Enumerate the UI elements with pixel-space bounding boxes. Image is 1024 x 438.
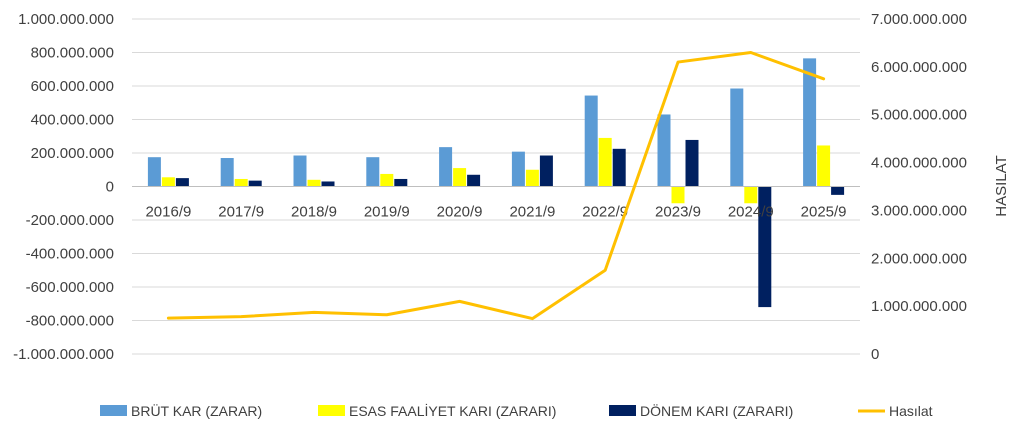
legend-label: ESAS FAALİYET KARI (ZARARI) bbox=[349, 402, 556, 419]
bar bbox=[394, 178, 408, 187]
bar bbox=[758, 186, 772, 308]
bar bbox=[685, 139, 699, 187]
left-tick-label: 200.000.000 bbox=[31, 145, 114, 162]
left-tick-label: 800.000.000 bbox=[31, 45, 114, 62]
bar bbox=[511, 151, 525, 187]
legend-label: DÖNEM KARI (ZARARI) bbox=[640, 402, 793, 419]
line-hasilat bbox=[166, 51, 826, 321]
category-label: 2021/9 bbox=[509, 204, 555, 221]
bar bbox=[220, 158, 234, 187]
category-label: 2017/9 bbox=[218, 204, 264, 221]
right-tick-label: 1.000.000.000 bbox=[871, 298, 967, 315]
left-tick-label: 600.000.000 bbox=[31, 78, 114, 95]
bar bbox=[293, 155, 307, 187]
category-label: 2020/9 bbox=[437, 204, 483, 221]
bar bbox=[321, 181, 335, 187]
bar bbox=[234, 178, 248, 187]
right-axis-ticks: 7.000.000.000 6.000.000.000 5.000.000.000 4… bbox=[871, 11, 967, 363]
left-tick-label: -200.000.000 bbox=[26, 212, 114, 229]
bar bbox=[453, 168, 467, 187]
bar bbox=[366, 157, 380, 187]
right-tick-label: 2.000.000.000 bbox=[871, 250, 967, 267]
bar bbox=[525, 169, 539, 187]
right-tick-label: 5.000.000.000 bbox=[871, 107, 967, 124]
legend-swatch bbox=[100, 405, 127, 416]
category-label: 2023/9 bbox=[655, 204, 701, 221]
legend-label: Hasılat bbox=[889, 403, 933, 419]
bar bbox=[439, 147, 453, 187]
left-tick-label: -1.000.000.000 bbox=[13, 346, 114, 363]
left-tick-label: 1.000.000.000 bbox=[18, 11, 114, 28]
bar bbox=[380, 173, 394, 187]
bar bbox=[831, 186, 845, 195]
bar bbox=[730, 88, 744, 187]
line-series bbox=[166, 51, 826, 321]
left-tick-label: 400.000.000 bbox=[31, 112, 114, 129]
bar bbox=[657, 114, 671, 187]
bars bbox=[147, 58, 845, 308]
right-tick-label: 7.000.000.000 bbox=[871, 11, 967, 28]
bar bbox=[584, 95, 598, 187]
bar bbox=[307, 179, 321, 187]
category-label: 2024/9 bbox=[728, 204, 774, 221]
bar bbox=[817, 145, 831, 187]
bar bbox=[175, 178, 189, 187]
left-axis-ticks: 1.000.000.000 800.000.000 600.000.000 400.0… bbox=[13, 11, 114, 363]
category-labels: 2016/9 2017/9 2018/9 2019/9 2020/9 2021/9 2022… bbox=[145, 204, 846, 221]
bar bbox=[539, 155, 553, 187]
left-tick-label: -600.000.000 bbox=[26, 279, 114, 296]
bar bbox=[467, 174, 481, 187]
bar bbox=[598, 137, 612, 187]
category-label: 2022/9 bbox=[582, 204, 628, 221]
legend-label: BRÜT KAR (ZARAR) bbox=[131, 402, 262, 419]
right-tick-label: 0 bbox=[871, 346, 879, 363]
bar bbox=[161, 177, 175, 187]
category-label: 2019/9 bbox=[364, 204, 410, 221]
legend-swatch bbox=[609, 405, 636, 416]
bar bbox=[803, 58, 817, 187]
legend-swatch bbox=[318, 405, 345, 416]
category-label: 2016/9 bbox=[145, 204, 191, 221]
bar bbox=[248, 180, 262, 187]
right-tick-label: 3.000.000.000 bbox=[871, 202, 967, 219]
category-label: 2018/9 bbox=[291, 204, 337, 221]
left-tick-label: 0 bbox=[106, 179, 114, 196]
bar bbox=[612, 148, 626, 187]
right-tick-label: 4.000.000.000 bbox=[871, 155, 967, 172]
left-tick-label: -800.000.000 bbox=[26, 313, 114, 330]
bar bbox=[147, 157, 161, 187]
legend: BRÜT KAR (ZARAR) ESAS FAALİYET KARI (ZARA… bbox=[100, 402, 933, 419]
right-tick-label: 6.000.000.000 bbox=[871, 59, 967, 76]
bar bbox=[671, 186, 685, 204]
right-axis-title: HASILAT bbox=[993, 155, 1010, 216]
category-label: 2025/9 bbox=[801, 204, 847, 221]
left-tick-label: -400.000.000 bbox=[26, 246, 114, 263]
bar bbox=[744, 186, 758, 204]
